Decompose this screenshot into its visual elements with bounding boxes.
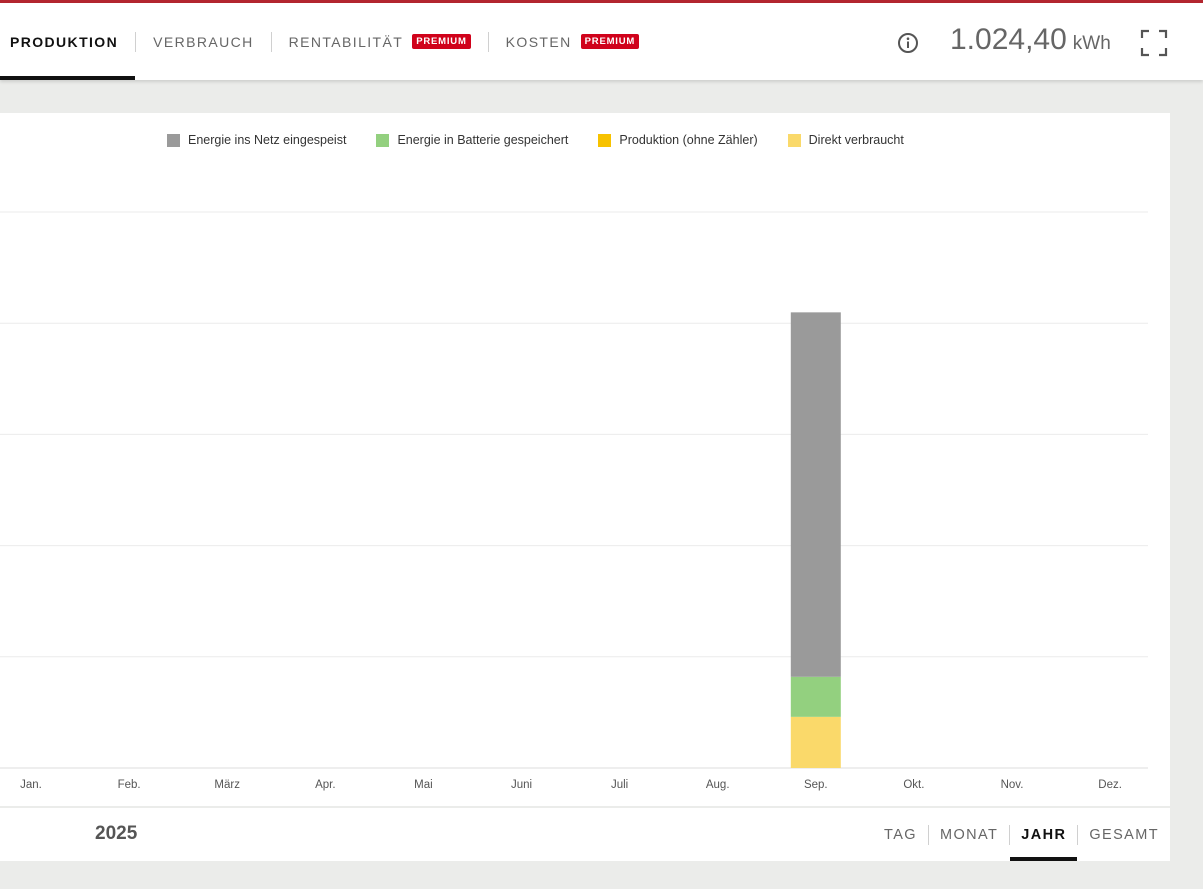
x-tick-label: Dez. <box>1098 779 1122 791</box>
x-tick-label: Feb. <box>118 779 141 791</box>
footer-bar: 2025 TAG MONAT JAHR GESAMT <box>0 808 1170 861</box>
chart-legend: Energie ins Netz eingespeist Energie in … <box>167 133 934 147</box>
fullscreen-icon[interactable] <box>1140 29 1168 57</box>
period-monat-label: MONAT <box>939 826 999 843</box>
x-tick-label: Nov. <box>1001 779 1024 791</box>
tab-separator <box>487 31 489 52</box>
tab-rentabilitaet[interactable]: RENTABILITÄT PREMIUM <box>272 3 488 80</box>
legend-label: Produktion (ohne Zähler) <box>619 133 758 147</box>
tab-kosten[interactable]: KOSTEN PREMIUM <box>489 3 656 80</box>
legend-label: Direkt verbraucht <box>808 133 904 147</box>
bar-segment[interactable] <box>790 716 841 768</box>
bar-segment[interactable] <box>790 676 841 717</box>
x-tick-label: Apr. <box>315 779 335 791</box>
x-tick-label: Juli <box>611 779 628 791</box>
tab-verbrauch[interactable]: VERBRAUCH <box>136 3 271 80</box>
legend-item-netz[interactable]: Energie ins Netz eingespeist <box>167 133 346 147</box>
period-monat[interactable]: MONAT <box>929 808 1009 861</box>
tab-separator <box>135 31 137 52</box>
legend-item-batterie[interactable]: Energie in Batterie gespeichert <box>376 133 568 147</box>
production-chart: Energie ins Netz eingespeist Energie in … <box>0 113 1170 806</box>
x-tick-label: Sep. <box>804 779 828 791</box>
legend-label: Energie in Batterie gespeichert <box>397 133 569 147</box>
bar-segment[interactable] <box>790 312 841 677</box>
x-tick-label: Okt. <box>903 779 924 791</box>
period-selector: TAG MONAT JAHR GESAMT <box>873 808 1170 861</box>
x-tick-label: Juni <box>511 779 532 791</box>
period-jahr-label: JAHR <box>1021 826 1067 843</box>
period-tag-label: TAG <box>884 826 917 843</box>
period-tag[interactable]: TAG <box>873 808 928 861</box>
period-separator <box>1009 824 1011 845</box>
chart-plot-area: Jan. Feb. März Apr. Mai Juni Juli Aug. Sep. Okt. N… <box>0 211 1148 791</box>
legend-item-direkt[interactable]: Direkt verbraucht <box>787 133 904 147</box>
header-bar: PRODUKTION VERBRAUCH RENTABILITÄT PREMIU… <box>0 3 1203 80</box>
x-tick-label: Aug. <box>706 779 730 791</box>
tab-separator <box>270 31 272 52</box>
premium-badge: PREMIUM <box>580 34 640 49</box>
year-label: 2025 <box>95 823 138 844</box>
period-gesamt[interactable]: GESAMT <box>1078 808 1170 861</box>
period-separator <box>1077 824 1079 845</box>
x-tick-label: Jan. <box>20 779 42 791</box>
legend-item-produktion[interactable]: Produktion (ohne Zähler) <box>598 133 758 147</box>
total-energy: 1.024,40 kWh <box>950 23 1111 57</box>
period-jahr[interactable]: JAHR <box>1010 808 1078 861</box>
tab-produktion[interactable]: PRODUKTION <box>0 3 136 80</box>
legend-swatch <box>376 133 390 147</box>
main-tabs: PRODUKTION VERBRAUCH RENTABILITÄT PREMIU… <box>0 3 656 80</box>
total-energy-value: 1.024,40 <box>950 23 1067 56</box>
period-gesamt-label: GESAMT <box>1089 826 1159 843</box>
tab-rentabilitaet-label: RENTABILITÄT <box>288 33 404 50</box>
legend-label: Energie ins Netz eingespeist <box>188 133 347 147</box>
period-separator <box>927 824 929 845</box>
info-icon[interactable] <box>897 32 919 54</box>
x-tick-label: Mai <box>414 779 433 791</box>
legend-swatch <box>167 133 180 147</box>
tab-produktion-label: PRODUKTION <box>10 33 119 50</box>
legend-swatch <box>598 133 612 147</box>
legend-swatch <box>787 133 801 147</box>
tab-verbrauch-label: VERBRAUCH <box>153 33 254 50</box>
total-energy-unit: kWh <box>1072 33 1111 54</box>
x-tick-label: März <box>214 779 240 791</box>
tab-kosten-label: KOSTEN <box>505 33 572 50</box>
premium-badge: PREMIUM <box>412 34 471 49</box>
top-accent-line <box>0 0 1203 3</box>
